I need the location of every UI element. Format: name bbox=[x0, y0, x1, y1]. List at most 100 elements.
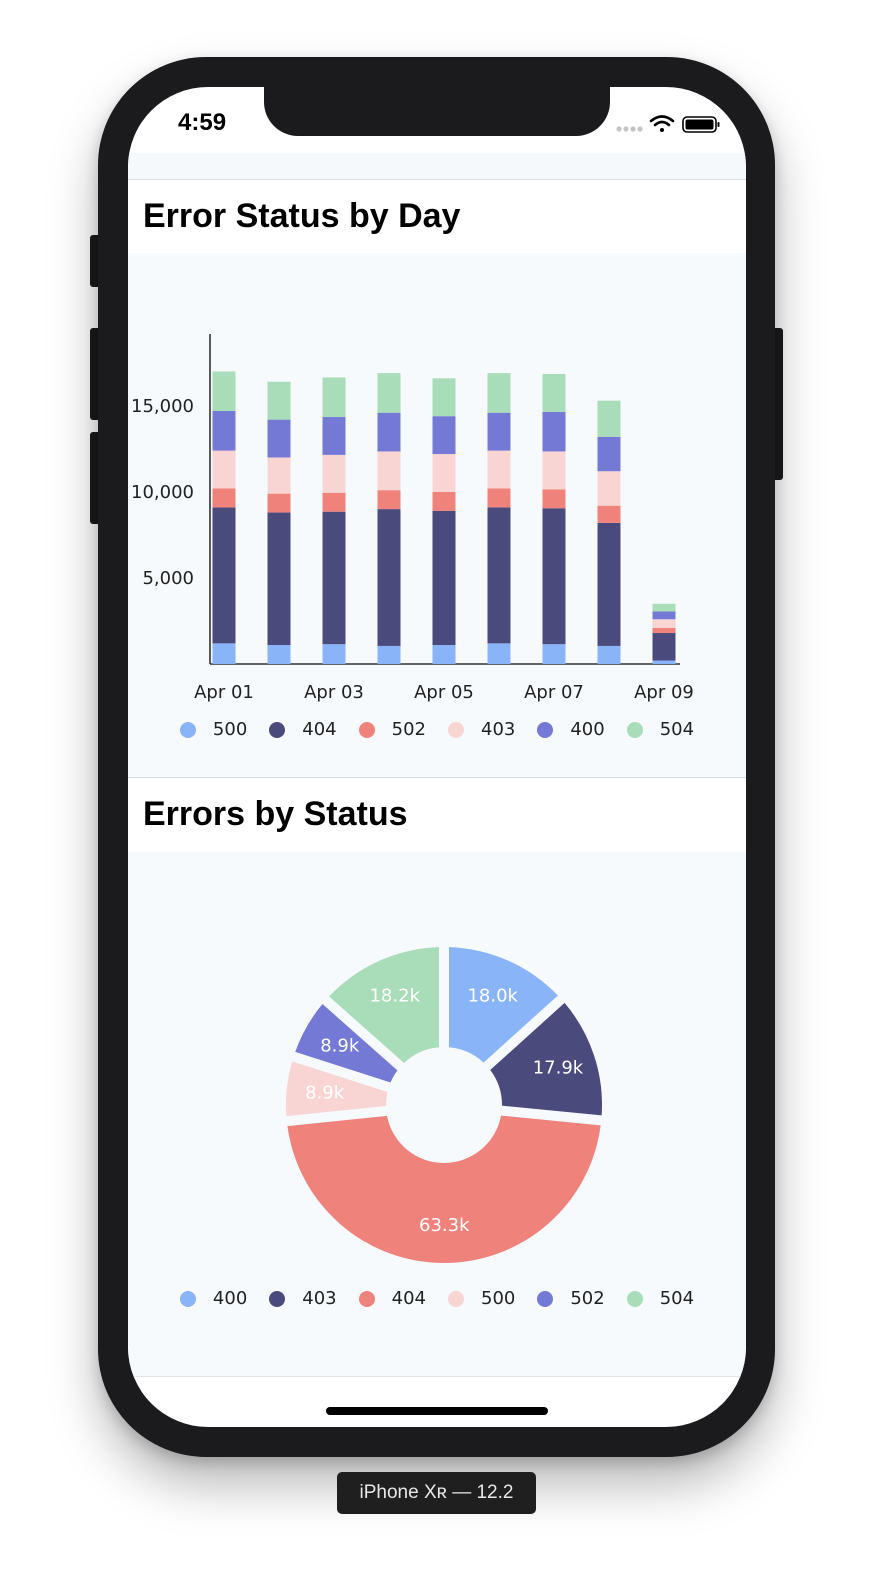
legend-item-403[interactable]: 403 bbox=[269, 1288, 337, 1309]
y-tick-label: 5,000 bbox=[142, 568, 194, 589]
x-tick-label: Apr 07 bbox=[524, 682, 584, 703]
bar-segment-504 bbox=[652, 603, 676, 612]
legend-label: 404 bbox=[391, 1288, 426, 1309]
donut-chart: 18.0k 17.9k 63.3k 8.9k 8.9k 18.2k bbox=[286, 947, 602, 1264]
bar-segment-502 bbox=[652, 627, 676, 634]
bar-segment-500 bbox=[487, 643, 511, 664]
legend-swatch bbox=[179, 721, 196, 738]
bar-segment-502 bbox=[487, 488, 511, 508]
y-tick-label: 10,000 bbox=[131, 482, 194, 503]
legend-swatch bbox=[358, 721, 375, 738]
phone-screen: 4:59 Error Status by Day 5,000 10,000 15,0… bbox=[128, 87, 746, 1427]
legend-item-404[interactable]: 404 bbox=[358, 1288, 426, 1309]
x-tick-label: Apr 05 bbox=[414, 682, 474, 703]
bar-stack[interactable] bbox=[597, 400, 621, 664]
bar-segment-504 bbox=[487, 373, 511, 413]
bar-segment-404 bbox=[652, 633, 676, 661]
status-time: 4:59 bbox=[178, 109, 227, 136]
bar-segment-500 bbox=[267, 645, 291, 664]
bar-segment-404 bbox=[542, 508, 566, 645]
bar-segment-400 bbox=[432, 416, 456, 455]
pie-chart-legend: 400 403 404 500 502 504 bbox=[128, 1288, 746, 1309]
bar-segment-502 bbox=[322, 492, 346, 512]
legend-item-502[interactable]: 502 bbox=[358, 719, 426, 740]
donut-slice-404[interactable] bbox=[490, 1002, 602, 1116]
legend-item-400[interactable]: 400 bbox=[537, 719, 605, 740]
bar-segment-400 bbox=[542, 411, 566, 452]
bar-segment-500 bbox=[432, 645, 456, 664]
bar-segment-403 bbox=[377, 451, 401, 491]
legend-label: 400 bbox=[212, 1288, 248, 1309]
donut-slice-label: 18.0k bbox=[467, 985, 518, 1006]
bar-segment-400 bbox=[597, 436, 621, 472]
donut-slice-500[interactable] bbox=[448, 947, 558, 1063]
x-tick-label: Apr 01 bbox=[194, 682, 254, 703]
legend-item-404[interactable]: 404 bbox=[269, 719, 337, 740]
legend-item-500[interactable]: 500 bbox=[448, 1288, 515, 1309]
device-label: iPhone Xʀ — 12.2 bbox=[337, 1472, 536, 1514]
bar-segment-403 bbox=[652, 619, 676, 628]
bar-segment-404 bbox=[597, 522, 621, 646]
legend-swatch bbox=[537, 1290, 554, 1307]
legend-label: 502 bbox=[391, 719, 426, 740]
bar-stack[interactable] bbox=[652, 603, 676, 664]
bar-stack[interactable] bbox=[377, 373, 401, 664]
cellular-dots-icon bbox=[616, 126, 643, 132]
legend-label: 400 bbox=[570, 719, 605, 740]
bar-segment-403 bbox=[542, 451, 566, 490]
bar-segment-403 bbox=[267, 457, 291, 494]
bar-chart-legend: 500 404 502 403 400 504 bbox=[128, 719, 746, 740]
legend-item-504[interactable]: 504 bbox=[626, 719, 694, 740]
bar-segment-404 bbox=[377, 509, 401, 646]
legend-label: 504 bbox=[659, 1288, 695, 1309]
bar-segment-404 bbox=[432, 510, 456, 646]
legend-label: 500 bbox=[212, 719, 248, 740]
donut-slice-400[interactable] bbox=[295, 1004, 398, 1083]
legend-swatch bbox=[626, 721, 643, 738]
pie-chart-area: 18.0k 17.9k 63.3k 8.9k 8.9k 18.2k 400 403 404 50… bbox=[128, 852, 746, 1377]
bar-segment-400 bbox=[487, 412, 511, 451]
bar-stack[interactable] bbox=[432, 378, 456, 664]
bar-stack[interactable] bbox=[487, 373, 511, 664]
legend-label: 502 bbox=[570, 1288, 605, 1309]
bar-stack[interactable] bbox=[267, 381, 291, 664]
legend-label: 404 bbox=[302, 719, 337, 740]
bar-segment-502 bbox=[542, 489, 566, 509]
legend-swatch bbox=[179, 1290, 196, 1307]
legend-item-500[interactable]: 500 bbox=[179, 719, 248, 740]
bar-segment-500 bbox=[377, 645, 401, 664]
bar-stack[interactable] bbox=[212, 371, 236, 664]
bar-stack[interactable] bbox=[542, 374, 566, 664]
legend-item-502[interactable]: 502 bbox=[537, 1288, 605, 1309]
status-icons bbox=[616, 115, 720, 133]
battery-icon bbox=[682, 116, 720, 133]
bar-segment-500 bbox=[652, 660, 676, 664]
bar-segment-502 bbox=[377, 490, 401, 510]
bar-segment-400 bbox=[212, 411, 236, 451]
bar-segment-502 bbox=[212, 488, 236, 508]
bar-segment-504 bbox=[542, 374, 566, 412]
bar-segment-403 bbox=[597, 471, 621, 506]
legend-item-504[interactable]: 504 bbox=[626, 1288, 695, 1309]
donut-slice-403[interactable] bbox=[286, 1061, 388, 1117]
bar-segment-504 bbox=[597, 400, 621, 437]
previous-card-edge bbox=[128, 153, 746, 180]
legend-swatch bbox=[448, 1290, 464, 1307]
donut-slice-label: 8.9k bbox=[305, 1082, 345, 1103]
donut-slice-502[interactable] bbox=[287, 1115, 601, 1264]
bar-segment-504 bbox=[322, 377, 346, 418]
bar-segment-504 bbox=[432, 378, 456, 417]
bar-segment-500 bbox=[322, 644, 346, 664]
bar-segment-500 bbox=[212, 643, 236, 664]
bar-stack[interactable] bbox=[322, 377, 346, 664]
bar-segment-400 bbox=[322, 417, 346, 455]
donut-slice-504[interactable] bbox=[329, 947, 440, 1063]
legend-swatch bbox=[269, 721, 286, 738]
legend-item-400[interactable]: 400 bbox=[179, 1288, 248, 1309]
stacked-bar-chart: 5,000 10,000 15,000 Apr 01 Apr 03 Apr 05 Apr 0… bbox=[131, 334, 694, 703]
legend-item-403[interactable]: 403 bbox=[448, 719, 515, 740]
bar-segment-500 bbox=[597, 645, 621, 664]
bar-segment-404 bbox=[212, 507, 236, 644]
y-tick-label: 15,000 bbox=[131, 396, 194, 417]
wifi-icon bbox=[649, 115, 675, 132]
